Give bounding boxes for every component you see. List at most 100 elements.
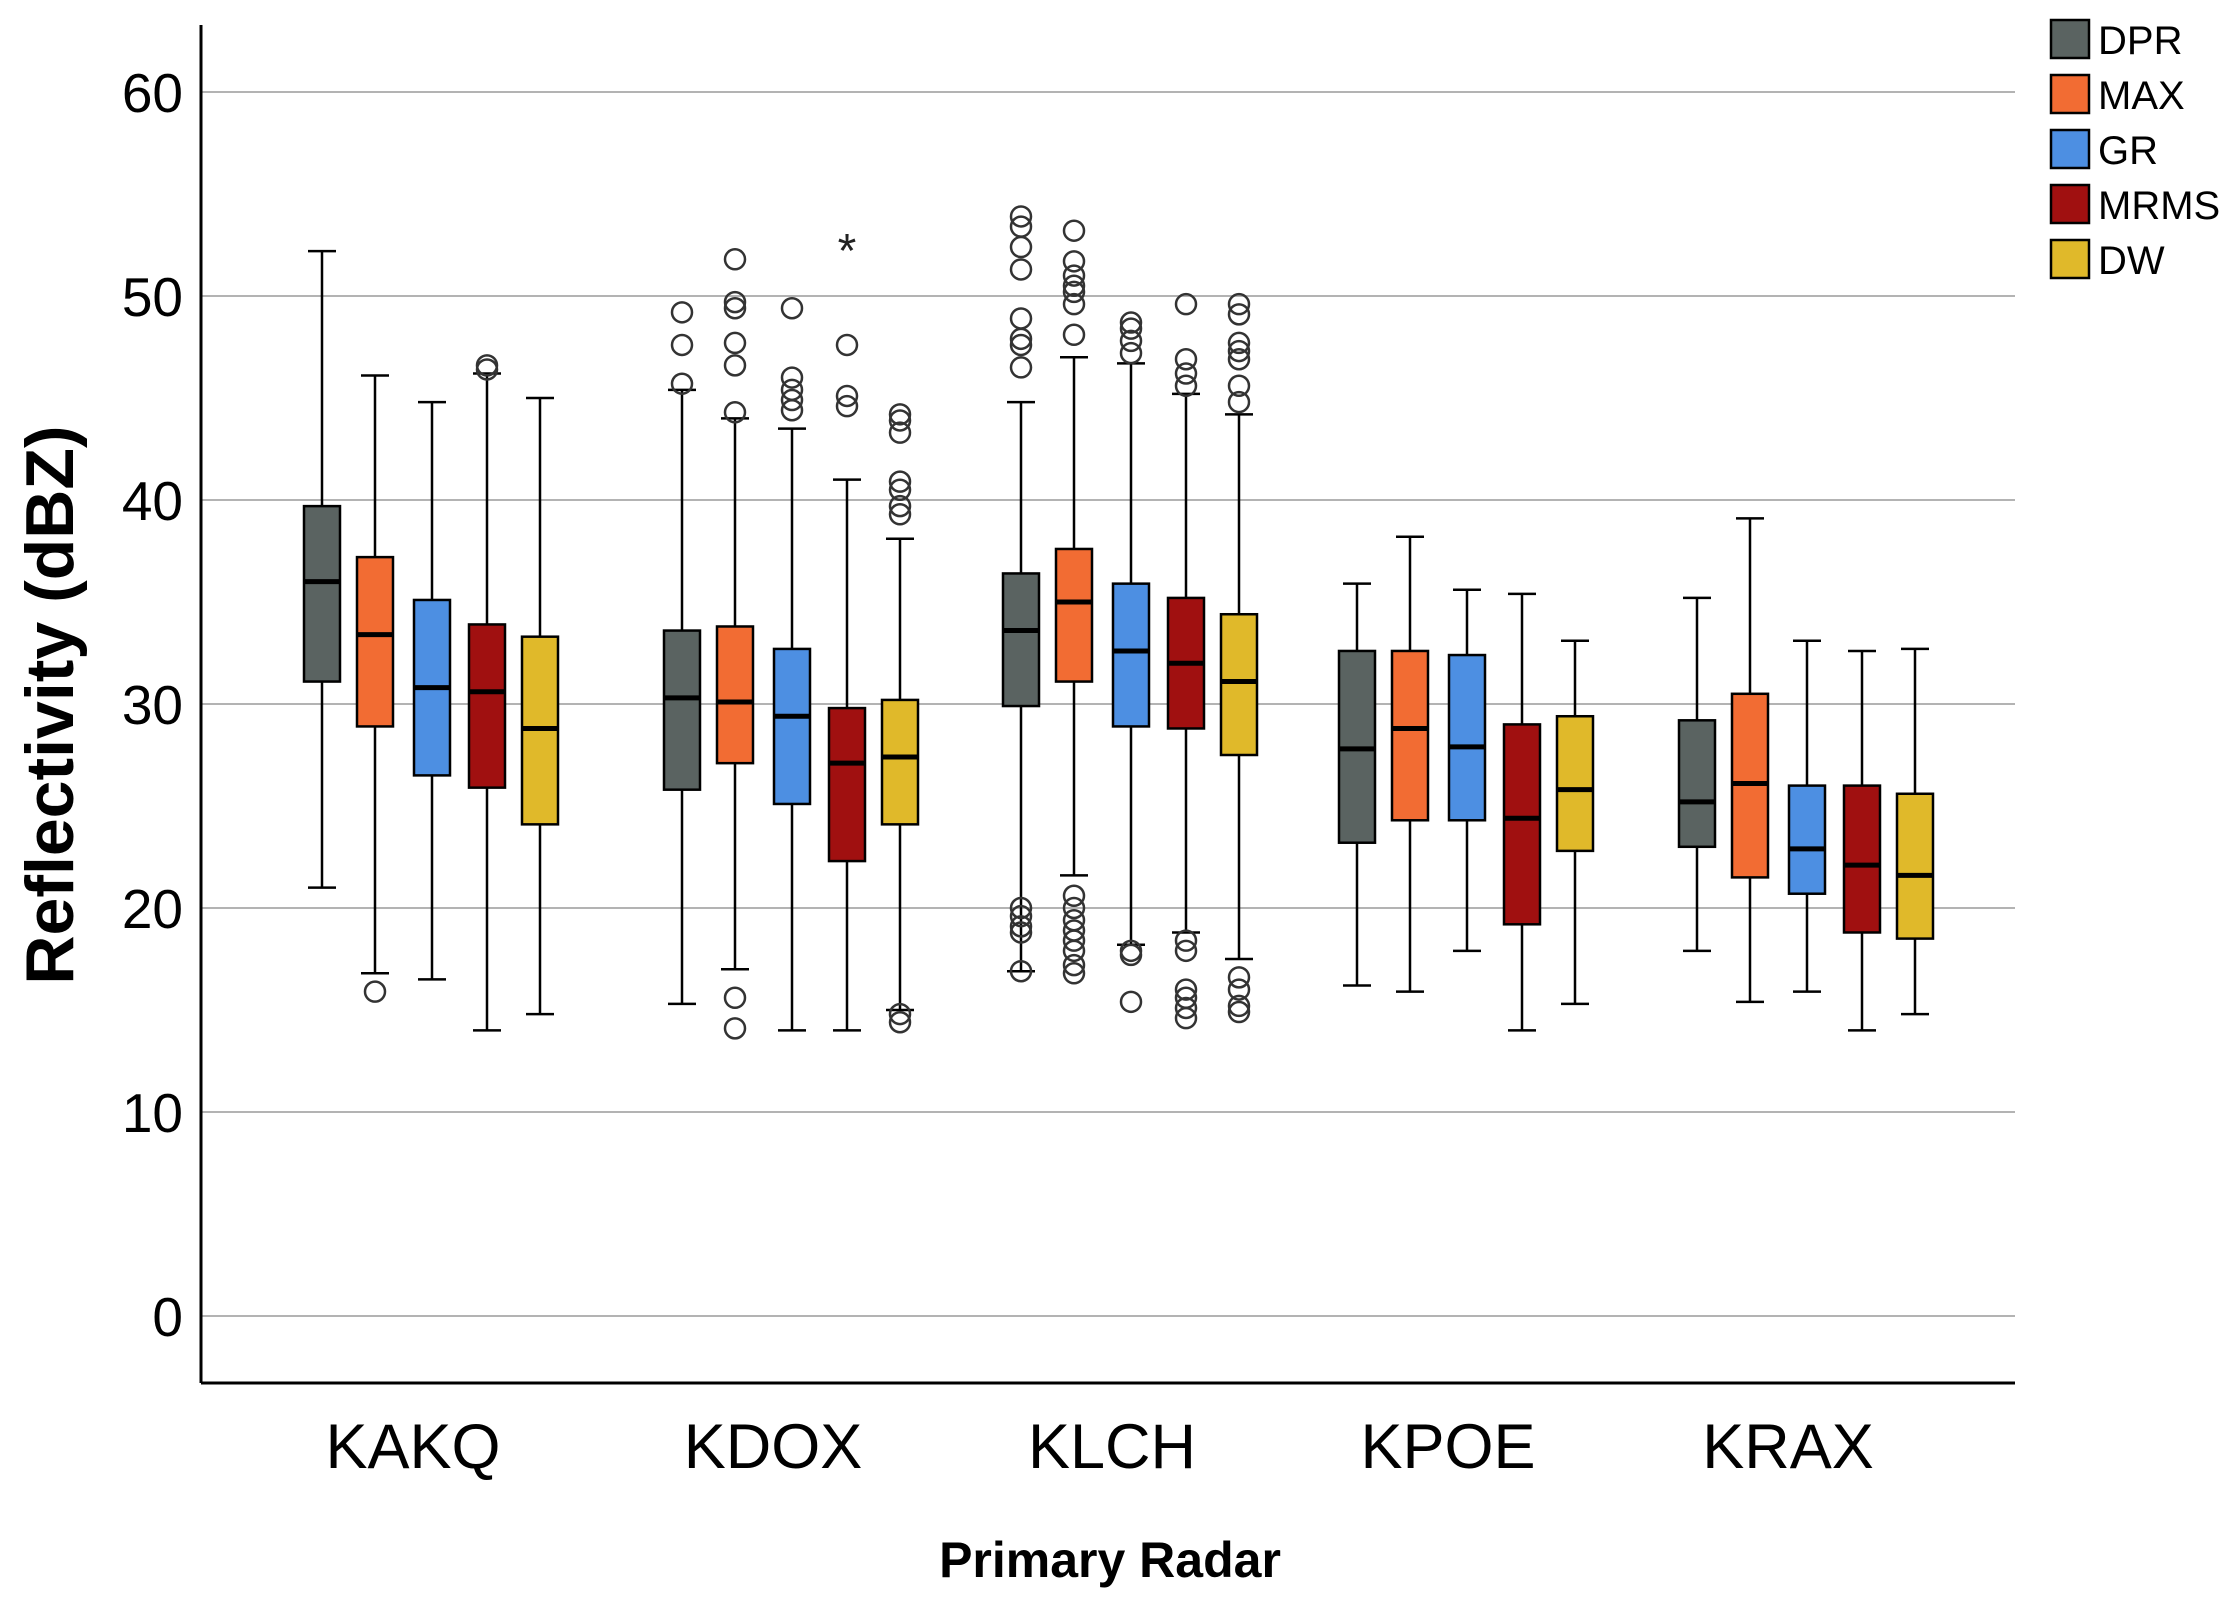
box-gr-krax [1787,639,1827,993]
box-body [772,647,812,806]
box-gr-klch [1111,311,1151,1014]
outlier-point [1062,884,1086,908]
axes [199,25,2015,1385]
outlier-point [1009,215,1033,238]
box-body [1054,547,1094,683]
outlier-point [670,333,694,357]
y-axis-title: Reflectivity (dBZ) [12,425,88,984]
y-tick-label-20: 20 [122,878,183,940]
x-category-label-kpoe: KPOE [1360,1412,1535,1482]
box-mrms-klch [1166,292,1206,1030]
outlier-point [1009,205,1033,228]
outlier-point [1062,962,1086,985]
outlier-point [835,394,859,418]
outlier-point [1009,904,1033,928]
outlier-point [670,372,694,395]
legend-label-mrms: MRMS [2098,184,2220,228]
outlier-point [1009,921,1033,944]
box-dpr-klch [1001,205,1041,983]
outlier-point [1009,307,1033,330]
box-gr-kakq [412,400,452,981]
outlier-point [780,378,804,402]
outlier-point [1174,996,1198,1020]
y-tick-label-40: 40 [122,470,183,532]
outlier-point [1062,896,1086,920]
box-body [827,706,867,863]
x-category-label-kakq: KAKQ [325,1412,500,1482]
legend-label-max: MAX [2098,74,2185,118]
box-body [1502,723,1542,926]
outlier-point [1062,323,1086,347]
x-category-label-kdox: KDOX [684,1412,863,1482]
outlier-point [1009,333,1033,357]
box-body [1111,582,1151,728]
box-max-krax [1730,517,1770,1004]
outlier-point [780,296,804,320]
box-max-kdox [715,248,755,1040]
outlier-point [1227,966,1251,989]
box-body [1677,719,1717,849]
box-dpr-kpoe [1337,582,1377,987]
legend-swatch-dpr [2049,18,2091,60]
outlier-point [1062,953,1086,977]
outlier-point [1119,341,1143,365]
y-tick-label-10: 10 [122,1082,183,1144]
outlier-point [1227,347,1251,371]
box-mrms-kpoe [1502,592,1542,1032]
outlier-point [1009,896,1033,920]
legend: DPR MAX GR MRMS DW [2049,18,2220,283]
y-tick-label-60: 60 [122,62,183,124]
legend-item-mrms: MRMS [2049,183,2220,228]
box-body [467,623,507,789]
outlier-point [1119,311,1143,334]
legend-swatch-gr [2049,128,2091,170]
outlier-point [723,331,747,355]
outlier-point [888,409,912,432]
box-body [715,625,755,765]
outlier-point [1119,939,1143,963]
outlier-point [888,494,912,518]
box-dw-kakq [520,396,560,1016]
outlier-point [1062,292,1086,316]
box-body [1219,612,1259,757]
outlier-point [1174,986,1198,1010]
box-body [662,629,702,791]
box-dw-kpoe [1555,639,1595,1006]
legend-item-dpr: DPR [2049,18,2182,63]
y-tick-label-30: 30 [122,674,183,736]
box-dw-krax [1895,647,1935,1016]
legend-swatch-dw [2049,238,2091,280]
outlier-point [1227,292,1251,316]
outlier-point [723,248,747,271]
box-dpr-kdox [662,301,702,1006]
outlier-point [723,1017,747,1040]
box-mrms-kakq [467,354,507,1032]
legend-item-dw: DW [2049,238,2165,283]
box-body [1555,714,1595,853]
outlier-point [1009,356,1033,379]
outlier-point [1062,250,1086,273]
box-body [1390,649,1430,822]
outlier-point [1119,317,1143,340]
box-body [1895,792,1935,940]
outlier-point [1227,994,1251,1018]
legend-label-gr: GR [2098,129,2158,173]
outlier-point [1227,390,1251,414]
legend-label-dw: DW [2098,239,2165,283]
box-body [1001,572,1041,708]
outlier-point [1062,919,1086,942]
box-gr-kpoe [1447,588,1487,953]
x-axis-title: Primary Radar [939,1532,1281,1588]
outlier-point [835,384,859,408]
outlier-point [1227,374,1251,398]
box-max-klch [1054,219,1094,985]
outlier-point [1174,362,1198,385]
outlier-point [723,290,747,314]
outlier-point [363,980,387,1003]
outlier-point [723,296,747,320]
outlier-point [888,403,912,426]
box-gr-kdox [772,296,812,1032]
box-max-kakq [355,374,395,1003]
box-body [880,698,920,826]
outlier-point [1227,331,1251,355]
